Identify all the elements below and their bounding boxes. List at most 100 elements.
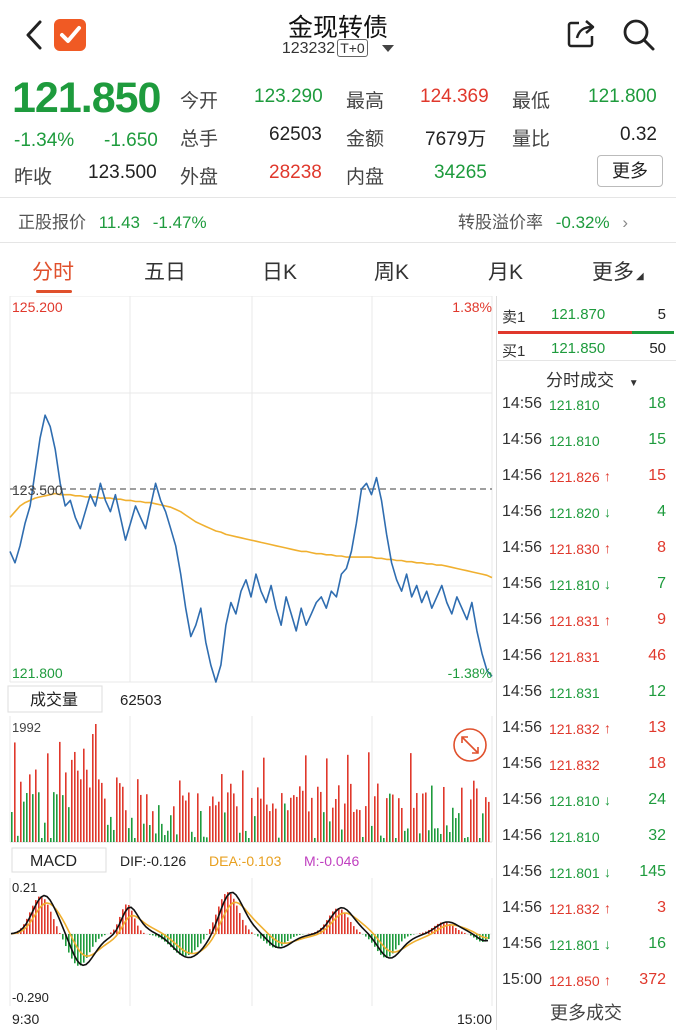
trade-time: 14:56: [502, 611, 543, 628]
macd-bar: [380, 934, 382, 955]
share-icon[interactable]: [565, 18, 597, 50]
volume-bar: [392, 794, 394, 842]
volume-bar: [101, 782, 103, 842]
trade-direction-icon: ↑: [604, 900, 611, 916]
corner-triangle-icon: ◢: [636, 271, 644, 282]
volume-value: 62503: [120, 692, 162, 709]
intraday-chart[interactable]: 125.200 1.38% 123.500 121.800 -1.38% 成交量…: [0, 296, 496, 1030]
volume-bar: [56, 794, 58, 842]
trade-time: 14:56: [502, 647, 543, 664]
macd-bar: [50, 911, 52, 934]
dea-value: DEA:-0.103: [209, 853, 282, 869]
trade-row: 14:56 121.830 ↑ 8: [496, 539, 676, 575]
volume-bar: [329, 821, 331, 842]
total-vol-value: 62503: [269, 124, 322, 145]
macd-bar: [392, 934, 394, 954]
inner-value: 34265: [434, 162, 487, 183]
chevron-down-icon[interactable]: [382, 40, 395, 58]
trade-direction-icon: ↑: [604, 972, 611, 988]
stock-quote-price: 11.43: [98, 213, 141, 232]
volume-max-label: 1992: [12, 720, 41, 735]
volume-bar: [131, 817, 133, 842]
active-tab-underline: [36, 290, 72, 293]
macd-bar: [233, 898, 235, 934]
macd-bar: [404, 934, 406, 939]
volume-bar: [227, 792, 229, 842]
macd-bar: [56, 926, 58, 934]
volume-bar: [425, 792, 427, 842]
trade-row: 14:56 121.820 ↓ 4: [496, 503, 676, 539]
macd-bar: [431, 928, 433, 934]
volume-label-box[interactable]: [7, 685, 103, 713]
dif-line: [10, 891, 489, 967]
stock-quote-row[interactable]: 正股报价 11.43 -1.47%: [18, 208, 207, 233]
volume-bar: [401, 807, 403, 842]
volume-bar: [263, 757, 265, 842]
macd-bar: [182, 934, 184, 956]
trade-volume: 145: [639, 863, 666, 880]
trade-direction-icon: ↓: [604, 576, 611, 592]
stock-code[interactable]: 123232 T+0: [0, 39, 676, 58]
volume-bar: [242, 770, 244, 842]
volume-bar: [194, 837, 196, 842]
tab-five-day[interactable]: 五日: [144, 261, 186, 284]
macd-bar: [278, 934, 280, 948]
macd-bar: [131, 910, 133, 934]
trades-header[interactable]: 分时成交 ▼: [546, 366, 639, 391]
volume-bar: [437, 828, 439, 842]
open-value: 123.290: [254, 86, 323, 107]
volume-bar: [221, 774, 223, 842]
volume-bar: [167, 830, 169, 842]
macd-bar: [86, 934, 88, 958]
volume-bar: [449, 832, 451, 842]
more-trades-button[interactable]: 更多成交: [550, 1003, 622, 1023]
outer-value: 28238: [269, 162, 322, 183]
trade-row: 14:56 121.801 ↓ 145: [496, 863, 676, 899]
volume-bar: [371, 825, 373, 842]
trade-row: 14:56 121.831 ↑ 9: [496, 611, 676, 647]
macd-bar: [95, 934, 97, 943]
volume-bar: [32, 794, 34, 842]
expand-icon[interactable]: [453, 728, 487, 762]
trade-row: 14:56 121.832 18: [496, 755, 676, 791]
vol-ratio-value: 0.32: [620, 124, 657, 145]
search-icon[interactable]: [622, 18, 656, 52]
tab-daily-k[interactable]: 日K: [262, 261, 298, 284]
code-text: 123232: [281, 40, 336, 58]
macd-bar: [284, 934, 286, 944]
trade-price: 121.850: [549, 973, 600, 989]
sell-volume: 5: [657, 306, 666, 323]
macd-bar: [353, 926, 355, 934]
volume-bar: [125, 810, 127, 842]
macd-bar: [377, 934, 379, 952]
back-icon[interactable]: [20, 18, 50, 52]
macd-bar: [101, 934, 103, 937]
premium-row[interactable]: 转股溢价率 -0.32% ›: [458, 208, 628, 233]
trade-time: 15:00: [502, 971, 543, 988]
tab-monthly-k[interactable]: 月K: [488, 261, 524, 284]
macd-bar: [35, 900, 37, 934]
volume-bar: [140, 794, 142, 842]
tab-intraday[interactable]: 分时: [32, 261, 74, 284]
volume-bar: [92, 734, 94, 842]
macd-bar: [188, 934, 190, 955]
macd-bar: [125, 904, 127, 934]
more-button[interactable]: 更多: [597, 155, 663, 187]
volume-bar: [485, 797, 487, 842]
volume-bar: [275, 808, 277, 842]
macd-bar: [83, 934, 85, 963]
vol-ratio-label: 量比: [512, 129, 551, 150]
trade-volume: 4: [657, 503, 666, 520]
tab-more[interactable]: 更多 ◢: [592, 256, 644, 286]
volume-bar: [368, 752, 370, 842]
macd-bar: [77, 934, 79, 966]
trade-time: 14:56: [502, 467, 543, 484]
trade-volume: 3: [657, 899, 666, 916]
trade-time: 14:56: [502, 791, 543, 808]
prev-close-label: 昨收: [14, 167, 53, 188]
volume-bar: [44, 822, 46, 842]
trade-time: 14:56: [502, 539, 543, 556]
tab-weekly-k[interactable]: 周K: [374, 261, 410, 284]
volume-bar: [104, 798, 106, 842]
macd-label-box[interactable]: [11, 847, 107, 873]
